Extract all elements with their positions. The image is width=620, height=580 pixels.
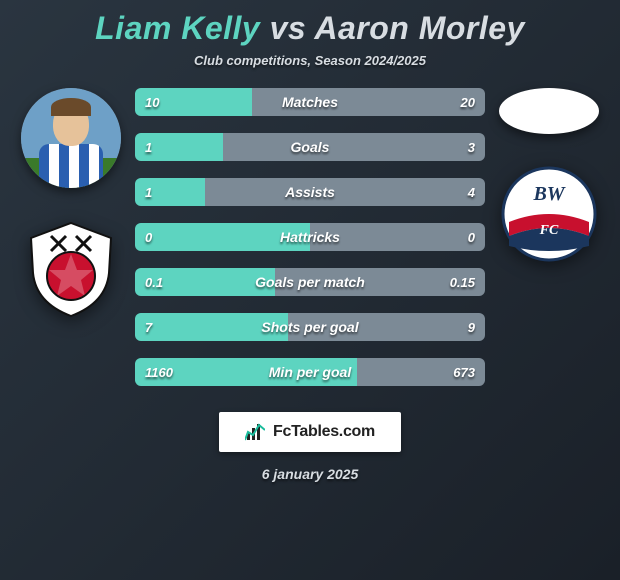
bar-right-fill bbox=[310, 223, 485, 251]
vs-label: vs bbox=[270, 10, 307, 46]
bar-right-fill bbox=[223, 133, 486, 161]
stat-row: 0.10.15Goals per match bbox=[135, 268, 485, 296]
footer: FcTables.com 6 january 2025 bbox=[0, 412, 620, 482]
svg-text:BW: BW bbox=[532, 183, 565, 205]
bar-left-fill bbox=[135, 268, 275, 296]
bar-right-fill bbox=[205, 178, 485, 206]
stat-row: 00Hattricks bbox=[135, 223, 485, 251]
bar-left-fill bbox=[135, 88, 252, 116]
player1-name: Liam Kelly bbox=[95, 10, 260, 46]
bar-left-fill bbox=[135, 178, 205, 206]
subtitle: Club competitions, Season 2024/2025 bbox=[0, 53, 620, 68]
stat-row: 1020Matches bbox=[135, 88, 485, 116]
stat-row: 1160673Min per goal bbox=[135, 358, 485, 386]
brand-box[interactable]: FcTables.com bbox=[219, 412, 401, 452]
bolton-badge: BW FC bbox=[499, 164, 599, 264]
comparison-card: Liam Kelly vs Aaron Morley Club competit… bbox=[0, 0, 620, 580]
main-content: 1020Matches 13Goals 14Assists 00Hattricks 0.… bbox=[0, 88, 620, 386]
bar-right-fill bbox=[252, 88, 485, 116]
bar-right-fill bbox=[357, 358, 485, 386]
brand-text: FcTables.com bbox=[273, 423, 375, 441]
liam-kelly-avatar bbox=[21, 88, 121, 188]
bar-right-fill bbox=[288, 313, 485, 341]
date-label: 6 january 2025 bbox=[262, 466, 359, 482]
aaron-morley-avatar bbox=[499, 88, 599, 134]
bar-left-fill bbox=[135, 223, 310, 251]
bar-left-fill bbox=[135, 133, 223, 161]
bar-left-fill bbox=[135, 313, 288, 341]
rotherham-badge bbox=[21, 218, 121, 318]
brand-chart-icon bbox=[245, 422, 265, 442]
stat-bars: 1020Matches 13Goals 14Assists 00Hattricks 0.… bbox=[135, 88, 485, 386]
page-title: Liam Kelly vs Aaron Morley bbox=[0, 10, 620, 47]
bar-left-fill bbox=[135, 358, 357, 386]
stat-row: 14Assists bbox=[135, 178, 485, 206]
stat-row: 79Shots per goal bbox=[135, 313, 485, 341]
player2-name: Aaron Morley bbox=[314, 10, 524, 46]
left-side bbox=[21, 88, 121, 318]
stat-row: 13Goals bbox=[135, 133, 485, 161]
bar-right-fill bbox=[275, 268, 485, 296]
svg-text:FC: FC bbox=[539, 223, 559, 238]
right-side: BW FC bbox=[499, 88, 599, 264]
